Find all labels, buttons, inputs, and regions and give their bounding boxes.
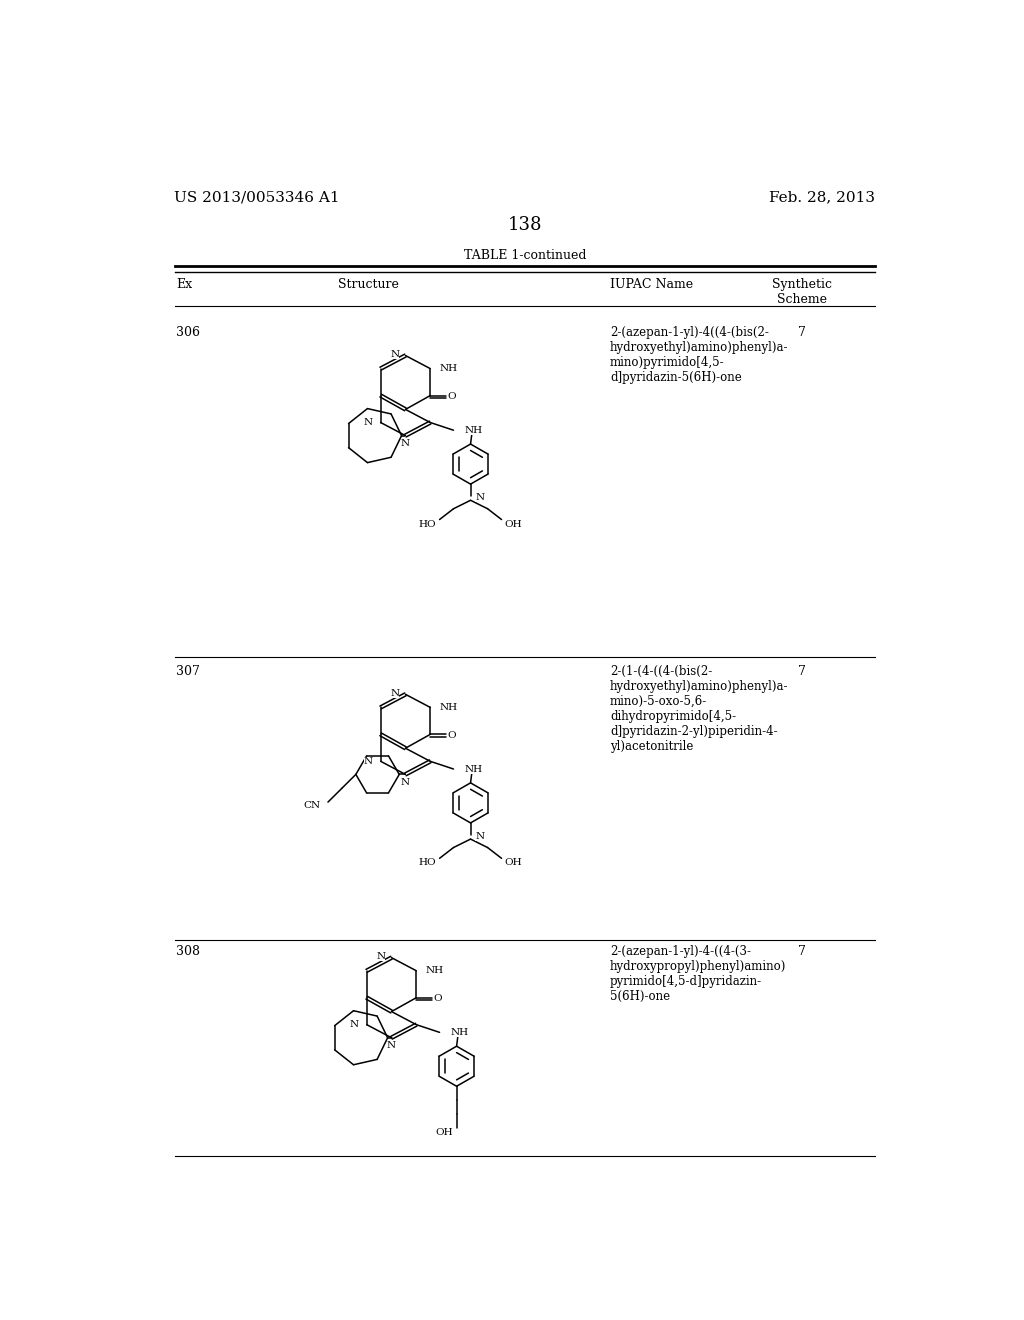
Text: 7: 7	[799, 665, 806, 678]
Text: 7: 7	[799, 945, 806, 958]
Text: HO: HO	[419, 520, 436, 528]
Text: N: N	[475, 833, 484, 841]
Text: 138: 138	[508, 216, 542, 234]
Text: N: N	[400, 438, 410, 447]
Text: O: O	[434, 994, 442, 1003]
Text: HO: HO	[419, 858, 436, 867]
Text: 308: 308	[176, 945, 200, 958]
Text: N: N	[390, 350, 399, 359]
Text: Ex: Ex	[176, 277, 193, 290]
Text: N: N	[390, 689, 399, 698]
Text: 307: 307	[176, 665, 200, 678]
Text: N: N	[364, 756, 373, 766]
Text: Structure: Structure	[338, 277, 398, 290]
Text: 2-(1-(4-((4-(bis(2-
hydroxyethyl)amino)phenyl)a-
mino)-5-oxo-5,6-
dihydropyrimid: 2-(1-(4-((4-(bis(2- hydroxyethyl)amino)p…	[610, 665, 788, 752]
Text: O: O	[447, 731, 457, 739]
Text: N: N	[475, 494, 484, 503]
Text: N: N	[376, 953, 385, 961]
Text: US 2013/0053346 A1: US 2013/0053346 A1	[174, 190, 340, 205]
Text: N: N	[387, 1041, 396, 1049]
Text: IUPAC Name: IUPAC Name	[610, 277, 693, 290]
Text: 2-(azepan-1-yl)-4-((4-(3-
hydroxypropyl)phenyl)amino)
pyrimido[4,5-d]pyridazin-
: 2-(azepan-1-yl)-4-((4-(3- hydroxypropyl)…	[610, 945, 786, 1003]
Text: TABLE 1-continued: TABLE 1-continued	[464, 249, 586, 263]
Text: 306: 306	[176, 326, 200, 339]
Text: OH: OH	[436, 1129, 454, 1137]
Text: Feb. 28, 2013: Feb. 28, 2013	[769, 190, 876, 205]
Text: Synthetic
Scheme: Synthetic Scheme	[772, 277, 833, 306]
Text: N: N	[400, 777, 410, 787]
Text: N: N	[364, 418, 373, 426]
Text: NH: NH	[451, 1028, 469, 1036]
Text: O: O	[447, 392, 457, 401]
Text: OH: OH	[505, 858, 522, 867]
Text: NH: NH	[464, 426, 482, 434]
Text: NH: NH	[439, 704, 458, 711]
Text: NH: NH	[426, 966, 443, 975]
Text: 2-(azepan-1-yl)-4((4-(bis(2-
hydroxyethyl)amino)phenyl)a-
mino)pyrimido[4,5-
d]p: 2-(azepan-1-yl)-4((4-(bis(2- hydroxyethy…	[610, 326, 788, 384]
Text: NH: NH	[439, 364, 458, 374]
Text: 7: 7	[799, 326, 806, 339]
Text: N: N	[350, 1020, 359, 1030]
Text: OH: OH	[505, 520, 522, 528]
Text: NH: NH	[464, 764, 482, 774]
Text: CN: CN	[303, 801, 321, 809]
